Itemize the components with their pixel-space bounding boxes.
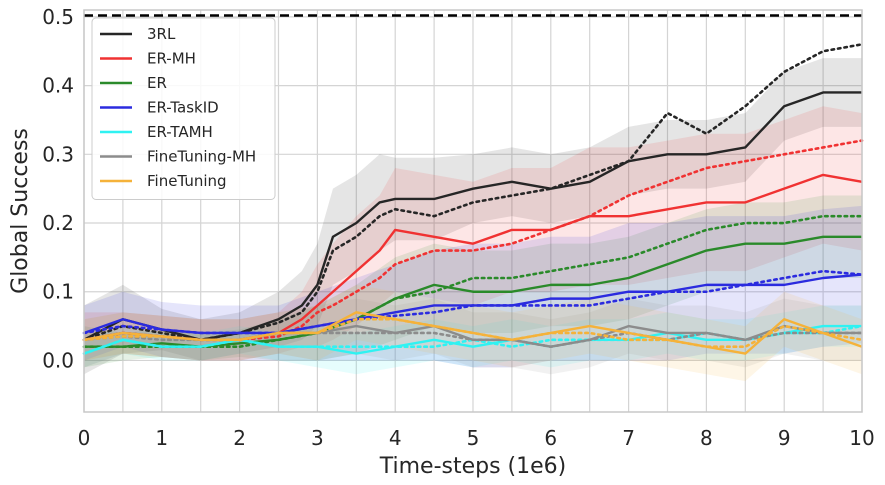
x-tick-label: 6 — [544, 426, 557, 450]
x-tick-label: 9 — [778, 426, 791, 450]
tick-labels: 0 1 2 3 4 5 6 7 8 9 10 0.0 0.1 0.2 0.3 0.4 0.5 — [42, 5, 875, 450]
series-band — [84, 58, 862, 375]
series-line — [83, 273, 863, 335]
series-line — [83, 311, 863, 355]
y-tick-label: 0.3 — [42, 142, 74, 166]
y-tick-label: 0.0 — [42, 348, 74, 372]
legend-entry: ER-TAMH — [147, 123, 213, 141]
x-tick-label: 3 — [311, 426, 324, 450]
x-tick-label: 2 — [233, 426, 246, 450]
series-lines — [82, 43, 864, 355]
legend: 3RL ER-MH ER ER-TaskID ER-TAMH FineTuning-MH F… — [91, 17, 276, 200]
x-tick-label: 0 — [78, 426, 91, 450]
legend-entry: ER-MH — [147, 50, 196, 68]
legend-entry: FineTuning-MH — [147, 148, 256, 166]
legend-entry: ER — [147, 74, 167, 92]
x-axis-title: Time-steps (1e6) — [379, 454, 567, 479]
x-tick-label: 5 — [467, 426, 480, 450]
y-tick-label: 0.5 — [42, 5, 74, 29]
x-tick-label: 8 — [700, 426, 713, 450]
series-line — [83, 324, 862, 355]
y-tick-label: 0.4 — [42, 74, 74, 98]
y-tick-label: 0.2 — [42, 211, 74, 235]
series-band — [84, 205, 862, 368]
y-tick-label: 0.1 — [42, 280, 74, 304]
x-tick-label: 4 — [389, 426, 402, 450]
series-band — [84, 298, 862, 375]
legend-entry: ER-TaskID — [147, 99, 219, 117]
x-tick-label: 7 — [622, 426, 635, 450]
series-band — [84, 106, 862, 368]
legend-entry: 3RL — [147, 25, 176, 43]
plot-frame — [83, 9, 863, 413]
x-tick-label: 10 — [849, 426, 874, 450]
legend-entry: FineTuning — [147, 172, 227, 190]
legend-box — [91, 17, 276, 200]
grid — [83, 10, 863, 412]
x-tick-label: 1 — [155, 426, 168, 450]
series-band — [84, 195, 862, 368]
y-axis-title: Global Success — [8, 128, 33, 294]
